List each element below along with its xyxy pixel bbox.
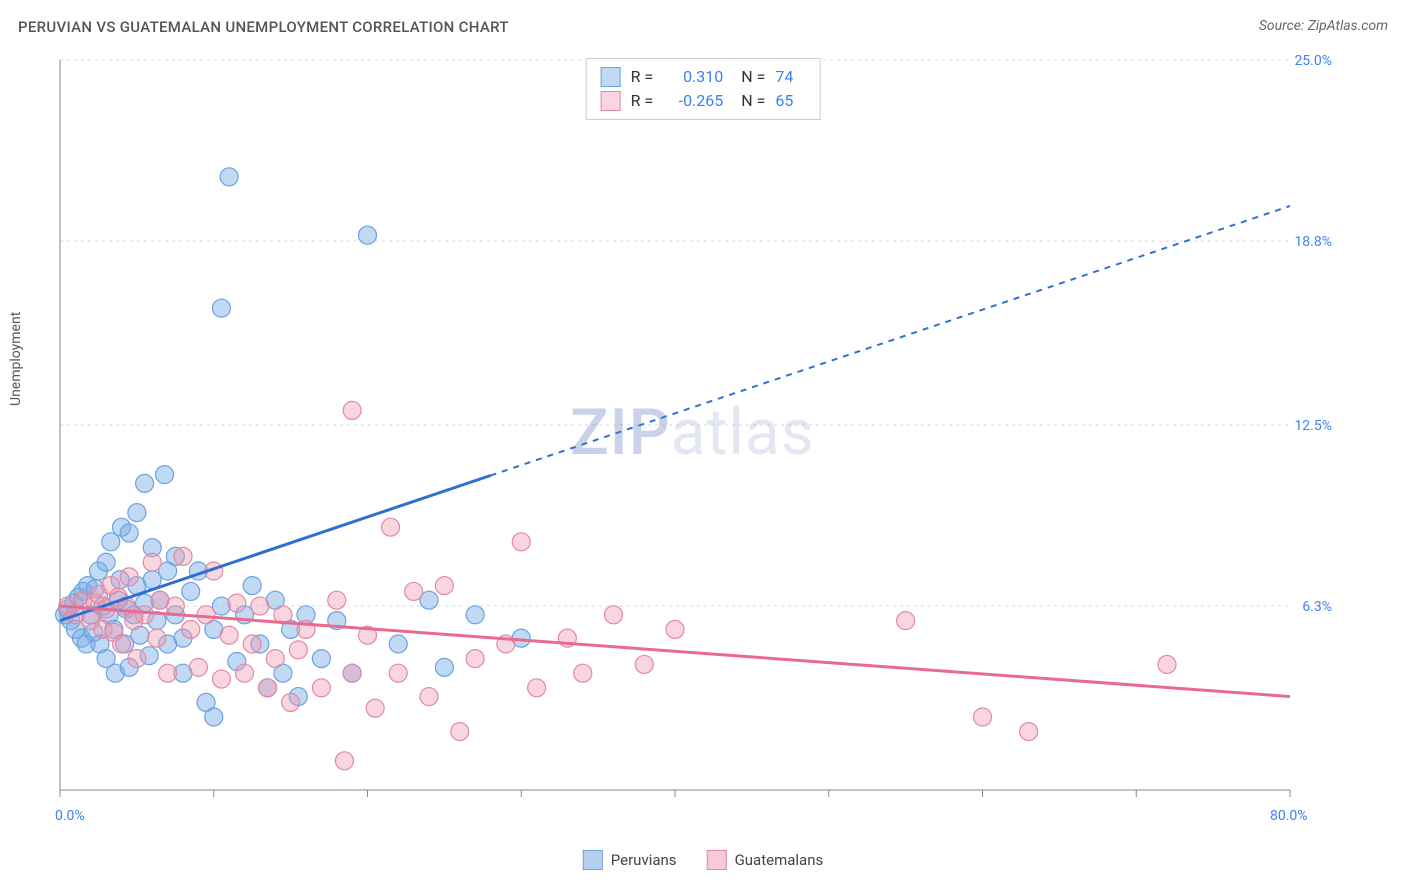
svg-text:6.3%: 6.3% [1302, 599, 1332, 615]
stats-row-peruvians: R = 0.310 N = 74 [601, 65, 806, 89]
x-axis-max-label: 80.0% [1270, 808, 1308, 824]
legend-label-guatemalans: Guatemalans [735, 851, 824, 869]
legend-swatch-guatemalans [707, 850, 727, 870]
stat-r-value-guatemalans: -0.265 [663, 89, 723, 113]
chart-plot-area: 6.3% 12.5% 18.8% 25.0% [50, 50, 1350, 820]
legend-item-peruvians: Peruvians [583, 850, 677, 870]
svg-text:25.0%: 25.0% [1294, 53, 1332, 69]
scatter-svg: 6.3% 12.5% 18.8% 25.0% [50, 50, 1350, 820]
stat-n-label: N = [733, 65, 765, 89]
stat-r-label: R = [631, 65, 654, 89]
stat-n-value-peruvians: 74 [775, 65, 805, 89]
svg-text:18.8%: 18.8% [1294, 234, 1332, 250]
stat-r-label: R = [631, 89, 654, 113]
legend-swatch-peruvians [583, 850, 603, 870]
x-axis-min-label: 0.0% [55, 808, 85, 824]
legend: Peruvians Guatemalans [583, 850, 823, 870]
legend-label-peruvians: Peruvians [611, 851, 677, 869]
swatch-peruvians [601, 67, 621, 87]
stat-n-label: N = [733, 89, 765, 113]
stat-n-value-guatemalans: 65 [775, 89, 805, 113]
y-axis-label: Unemployment [8, 312, 24, 406]
chart-source: Source: ZipAtlas.com [1259, 18, 1388, 34]
chart-title: PERUVIAN VS GUATEMALAN UNEMPLOYMENT CORR… [18, 18, 509, 36]
stats-row-guatemalans: R = -0.265 N = 65 [601, 89, 806, 113]
legend-item-guatemalans: Guatemalans [707, 850, 824, 870]
stat-r-value-peruvians: 0.310 [663, 65, 723, 89]
correlation-stats-box: R = 0.310 N = 74 R = -0.265 N = 65 [586, 58, 821, 120]
swatch-guatemalans [601, 91, 621, 111]
svg-text:12.5%: 12.5% [1294, 418, 1332, 434]
